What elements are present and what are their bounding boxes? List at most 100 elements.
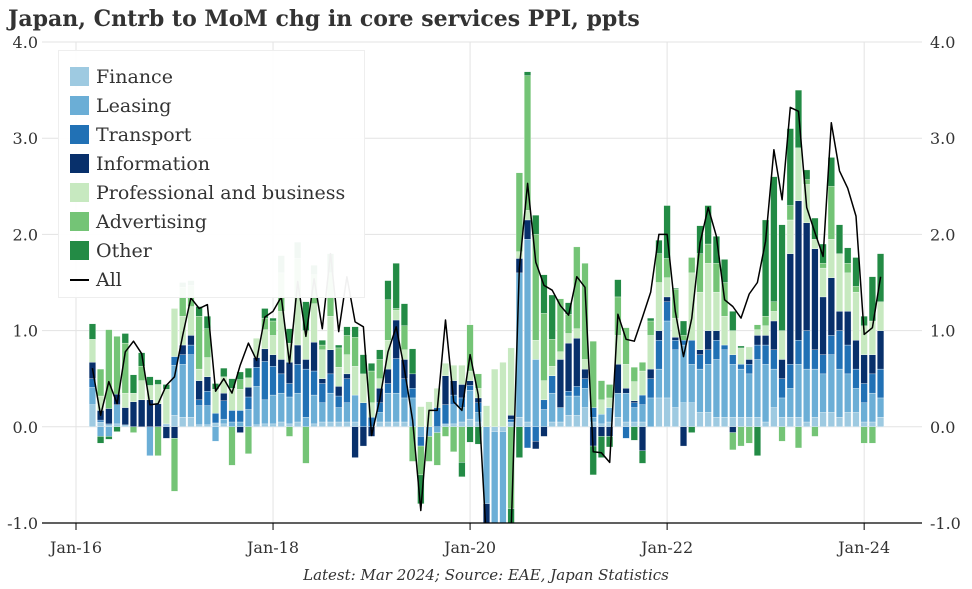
bar-transport [261,361,269,401]
bar-professional-and-business [171,308,178,357]
bar-other [269,317,277,322]
bar-professional-and-business [762,325,770,336]
bar-advertising [852,286,860,293]
bar-other [351,326,359,338]
bar-professional-and-business [556,351,564,360]
bar-leasing [88,387,96,405]
bar-professional-and-business [335,367,343,387]
bar-information [507,415,515,420]
bar-transport [384,383,392,394]
bar-professional-and-business [753,329,761,336]
bar-information [655,330,663,341]
bar-leasing [195,405,203,426]
bar-advertising [384,299,392,341]
bar-other [368,363,376,372]
bar-finance [105,424,113,427]
bar-professional-and-business [737,347,745,365]
bar-advertising [647,320,655,336]
bar-professional-and-business [704,263,712,331]
bar-professional-and-business [491,368,499,427]
bar-leasing [688,364,696,403]
bar-advertising [597,380,605,401]
bar-other [113,426,121,432]
bar-professional-and-business [417,406,425,427]
bar-finance [261,423,269,427]
bar-leasing [753,359,761,418]
bar-advertising [795,426,802,449]
bar-other [614,279,622,298]
bar-other [548,294,556,340]
bar-information [162,426,170,439]
legend-label: Advertising [96,210,207,233]
bar-other [647,317,655,322]
bar-other [146,376,154,386]
bar-leasing [622,392,630,423]
bar-advertising [302,426,310,464]
bar-finance [770,407,778,427]
bar-leasing [573,395,581,416]
bar-leasing [811,368,819,418]
bar-information [261,348,269,362]
bar-leasing [318,402,326,423]
legend-swatch [70,96,89,115]
bar-finance [171,415,178,427]
bar-information [647,368,655,379]
bar-transport [310,370,318,396]
bar-information [327,349,334,375]
bar-other [778,224,786,331]
bar-leasing [212,426,220,442]
bar-transport [220,400,228,420]
bar-professional-and-business [770,311,778,322]
bar-finance [515,417,523,427]
bar-advertising [762,316,770,326]
bar-other [532,215,540,235]
bar-professional-and-business [852,291,860,341]
bar-professional-and-business [827,239,835,278]
bar-finance [458,421,466,427]
bar-finance [441,423,449,427]
legend-swatch [70,154,89,173]
bar-finance [450,423,458,427]
bar-finance [762,421,770,427]
bar-leasing [524,239,531,423]
bar-professional-and-business [203,357,211,377]
bar-finance [827,412,835,427]
bar-information [786,253,794,365]
bar-information [351,426,359,458]
bar-advertising [786,205,794,221]
bar-other [770,176,778,302]
bar-professional-and-business [655,282,663,331]
bar-transport [819,354,827,375]
bar-information [277,359,285,375]
bar-leasing [745,373,753,418]
bar-leasing [236,421,244,427]
bar-transport [212,413,220,424]
bar-leasing [187,354,195,418]
bar-leasing [433,426,441,433]
bar-information [868,354,876,375]
bar-professional-and-business [483,405,490,427]
bar-information [524,219,531,240]
bar-advertising [392,308,400,311]
x-tick-label: Jan-18 [245,538,299,557]
bar-finance [712,417,720,427]
bar-professional-and-business [622,364,630,389]
bar-finance [622,421,630,427]
bar-other [540,274,548,314]
bar-information [696,349,704,355]
bar-transport [770,349,778,370]
y-tick-label-right: 2.0 [930,225,955,244]
y-tick-label-left: 2.0 [13,225,38,244]
bar-advertising [540,313,548,381]
bar-transport [335,395,343,408]
bar-finance [721,417,729,427]
bar-advertising [712,263,720,293]
bar-professional-and-business [877,301,885,331]
bar-finance [844,412,852,427]
bar-leasing [474,412,482,423]
bar-finance [327,421,334,427]
bar-other [515,426,523,458]
bar-professional-and-business [778,330,786,360]
bar-finance [614,417,622,427]
bar-transport [97,419,105,423]
